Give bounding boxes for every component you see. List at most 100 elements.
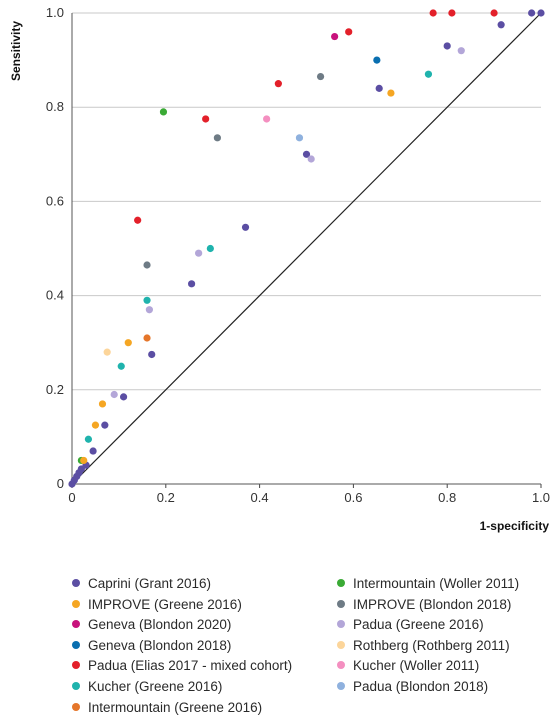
point-improve-greene-2016: [98, 400, 107, 408]
point-kucher-greene-2016: [84, 435, 93, 443]
legend-item: Intermountain (Greene 2016): [72, 700, 262, 716]
point-improve-blondon-2018: [316, 72, 325, 81]
point-padua-elias-2017-mixed-cohort: [202, 115, 210, 123]
point-padua-elias-2017-mixed-cohort: [429, 9, 437, 17]
tick-labels: 0 0.2 0.4 0.6 0.8 1.0 0 0.2 0.4 0.6 0.8 1.0: [46, 5, 550, 505]
legend-swatch: [72, 579, 80, 587]
legend-label: Kucher (Woller 2011): [353, 658, 480, 674]
point-kucher-greene-2016: [143, 296, 151, 304]
x-tick-label: 0.2: [157, 490, 175, 505]
legend-label: Rothberg (Rothberg 2011): [353, 637, 510, 653]
point-caprini-grant-2016: [443, 42, 451, 50]
x-axis-label: 1-specificity: [480, 519, 550, 533]
legend-swatch: [337, 620, 345, 629]
legend-label: Intermountain (Woller 2011): [353, 576, 520, 591]
point-caprini-grant-2016: [241, 223, 250, 231]
legend-item: Geneva (Blondon 2018): [72, 638, 231, 654]
legend-swatch: [337, 661, 345, 670]
y-axis-label: Sensitivity: [9, 21, 23, 81]
point-improve-greene-2016: [91, 421, 100, 429]
point-improve-blondon-2018: [213, 134, 221, 142]
legend-label: Geneva (Blondon 2020): [88, 617, 232, 633]
x-tick-label: 0: [68, 490, 75, 505]
y-tick-label: 1.0: [46, 5, 64, 20]
point-kucher-greene-2016: [117, 362, 125, 370]
legend-swatch: [337, 682, 345, 690]
reference-diagonal-line: [71, 12, 542, 485]
legend-item: Geneva (Blondon 2020): [72, 617, 231, 633]
legend-swatch: [72, 620, 80, 629]
legend-swatch: [72, 599, 80, 608]
point-kucher-woller-2011: [263, 115, 271, 123]
point-padua-greene-2016: [307, 155, 315, 163]
point-padua-elias-2017-mixed-cohort: [345, 28, 353, 36]
legend-label: Padua (Greene 2016): [353, 617, 484, 633]
point-padua-elias-2017-mixed-cohort: [490, 9, 498, 17]
point-padua-greene-2016: [110, 390, 118, 399]
legend-label: Intermountain (Greene 2016): [88, 699, 263, 715]
x-tick-label: 0.8: [438, 490, 456, 505]
legend-item: Kucher (Woller 2011): [337, 658, 479, 674]
point-padua-blondon-2018: [295, 134, 304, 142]
point-caprini-grant-2016: [101, 421, 109, 429]
axes: [71, 12, 542, 488]
point-improve-greene-2016: [387, 89, 395, 97]
point-caprini-grant-2016: [302, 150, 311, 158]
x-tick-label: 1.0: [532, 490, 550, 505]
point-geneva-blondon-2020: [331, 32, 339, 41]
roc-scatter-chart: 0 0.2 0.4 0.6 0.8 1.0 0 0.2 0.4 0.6 0.8 1.0 Sensiti…: [9, 5, 550, 533]
legend-label: IMPROVE (Greene 2016): [88, 596, 242, 612]
y-tick-label: 0.2: [46, 382, 64, 397]
point-improve-greene-2016: [80, 456, 88, 465]
point-improve-blondon-2018: [143, 261, 151, 269]
point-padua-elias-2017-mixed-cohort: [274, 80, 282, 88]
y-tick-label: 0: [57, 476, 64, 491]
legend-label: IMPROVE (Blondon 2018): [353, 596, 512, 612]
legend-item: Rothberg (Rothberg 2011): [337, 638, 510, 654]
grid-lines: [72, 12, 541, 391]
data-points: [68, 9, 545, 488]
point-padua-greene-2016: [145, 306, 153, 314]
point-padua-elias-2017-mixed-cohort: [134, 216, 142, 224]
legend-item: Padua (Greene 2016): [337, 617, 484, 633]
point-improve-greene-2016: [124, 339, 132, 347]
point-caprini-grant-2016: [497, 21, 505, 29]
point-caprini-grant-2016: [528, 9, 536, 17]
point-kucher-greene-2016: [424, 70, 433, 78]
legend-item: IMPROVE (Greene 2016): [72, 597, 242, 613]
legend-swatch: [337, 640, 345, 649]
point-caprini-grant-2016: [187, 280, 196, 288]
legend-label: Padua (Elias 2017 - mixed cohort): [88, 658, 293, 674]
x-tick-label: 0.6: [344, 490, 362, 505]
point-caprini-grant-2016: [537, 9, 545, 17]
x-tick-label: 0.4: [251, 490, 269, 505]
point-caprini-grant-2016: [89, 447, 97, 455]
legend-label: Kucher (Greene 2016): [88, 679, 223, 694]
legend-item: IMPROVE (Blondon 2018): [337, 597, 511, 613]
legend-label: Padua (Blondon 2018): [353, 679, 489, 694]
point-padua-greene-2016: [457, 47, 465, 55]
legend-item: Intermountain (Woller 2011): [337, 576, 519, 592]
legend-swatch: [337, 599, 345, 608]
y-tick-label: 0.6: [46, 193, 64, 208]
point-rothberg-rothberg-2011: [103, 348, 111, 356]
legend-item: Kucher (Greene 2016): [72, 679, 222, 695]
point-caprini-grant-2016: [119, 393, 128, 401]
legend-item: Padua (Blondon 2018): [337, 679, 488, 695]
y-tick-label: 0.4: [46, 288, 64, 303]
point-geneva-blondon-2018: [373, 56, 381, 64]
point-padua-elias-2017-mixed-cohort: [448, 9, 456, 17]
point-padua-greene-2016: [195, 249, 203, 257]
point-caprini-grant-2016: [148, 350, 156, 359]
legend-label: Geneva (Blondon 2018): [88, 637, 232, 653]
legend-swatch: [72, 640, 80, 649]
point-caprini-grant-2016: [375, 84, 383, 92]
point-intermountain-greene-2016: [143, 334, 151, 342]
legend-swatch: [337, 579, 345, 587]
point-intermountain-woller-2011: [159, 108, 168, 116]
legend-label: Caprini (Grant 2016): [88, 576, 212, 591]
y-tick-label: 0.8: [46, 99, 64, 114]
legend-swatch: [72, 661, 80, 670]
legend-item: Caprini (Grant 2016): [72, 576, 211, 592]
point-kucher-greene-2016: [206, 244, 214, 253]
